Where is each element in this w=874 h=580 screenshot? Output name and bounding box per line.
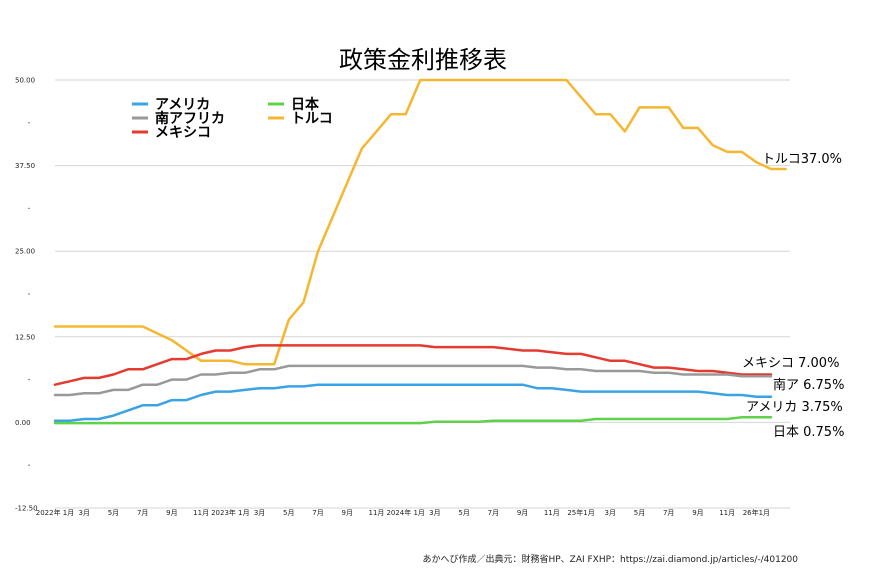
x-tick-label: 25年1月	[567, 508, 594, 517]
x-tick-label: 5月	[458, 509, 469, 517]
x-tick-label: 3月	[605, 509, 616, 517]
end-labels: トルコ37.0% メキシコ 7.00% 南ア 6.75% アメリカ 3.75% 日本 0…	[742, 152, 844, 440]
end-label-メキシコ: メキシコ 7.00%	[742, 356, 839, 371]
source-note: あかへび作成／出典元：財務省HP、ZAI FXHP：https://zai.di…	[422, 553, 798, 565]
x-tick-label: 9月	[692, 509, 703, 517]
x-tick-label: 9月	[517, 509, 528, 517]
x-tick-label: 5月	[108, 509, 119, 517]
y-minor-tick	[28, 464, 30, 466]
x-tick-label: 11月	[719, 509, 735, 517]
x-tick-label: 7月	[488, 509, 499, 517]
x-tick-label: 11月	[193, 509, 209, 517]
y-minor-tick	[28, 207, 30, 210]
series-line-メキシコ	[53, 344, 773, 386]
y-minor-tick	[28, 378, 30, 381]
legend-label-メキシコ: メキシコ	[155, 125, 211, 141]
y-minor-tick	[28, 122, 30, 124]
legend-label-トルコ: トルコ	[291, 111, 333, 127]
x-tick-label: 9月	[342, 509, 353, 517]
grid-lines	[55, 79, 790, 509]
x-tick-label: 3月	[78, 509, 89, 517]
end-label-トルコ: トルコ37.0%	[762, 152, 842, 167]
series-line-アメリカ	[53, 383, 773, 422]
y-tick-label: -12.50	[15, 505, 38, 513]
x-tick-label: 7月	[663, 509, 674, 517]
end-label-南アフリカ: 南ア 6.75%	[773, 377, 844, 393]
x-tick-label: 11月	[369, 509, 385, 517]
x-tick-label: 2024年 1月	[386, 508, 425, 517]
y-tick-label: 50.00	[15, 77, 35, 85]
legend-label-アメリカ: アメリカ	[155, 97, 210, 113]
end-label-アメリカ: アメリカ 3.75%	[746, 400, 843, 415]
x-tick-label: 3月	[429, 509, 440, 517]
x-tick-label: 3月	[254, 509, 265, 517]
x-tick-label: 5月	[283, 509, 294, 517]
x-tick-label: 7月	[312, 509, 323, 517]
x-tick-label: 2023年 1月	[211, 508, 250, 517]
x-axis: 2022年 1月 3月 5月 7月 9月 11月 2023年 1月 3月 5月 7月 9月 11月 20…	[36, 508, 770, 517]
x-tick-label: 9月	[166, 509, 177, 517]
y-tick-label: 37.50	[15, 162, 35, 170]
y-axis: 50.00 37.50 25.00 12.50 0.00 -12.50	[15, 77, 38, 513]
x-tick-label: 7月	[137, 509, 148, 517]
legend-label-南アフリカ: 南アフリカ	[155, 110, 225, 127]
legend-label-日本: 日本	[291, 96, 320, 113]
x-tick-label: 11月	[544, 509, 560, 517]
end-label-日本: 日本 0.75%	[773, 425, 844, 440]
x-tick-label: 26年1月	[743, 508, 770, 517]
x-tick-label: 5月	[634, 509, 645, 517]
series-line-南アフリカ	[53, 364, 773, 397]
series-line-日本	[53, 416, 773, 425]
y-tick-label: 0.00	[15, 419, 31, 427]
series-lines	[53, 78, 787, 425]
y-minor-tick	[28, 293, 30, 295]
x-tick-label: 2022年 1月	[36, 508, 75, 517]
y-tick-label: 25.00	[15, 248, 35, 256]
series-line-トルコ	[53, 78, 787, 366]
chart-title: 政策金利推移表	[339, 46, 507, 74]
y-tick-label: 12.50	[15, 333, 35, 341]
